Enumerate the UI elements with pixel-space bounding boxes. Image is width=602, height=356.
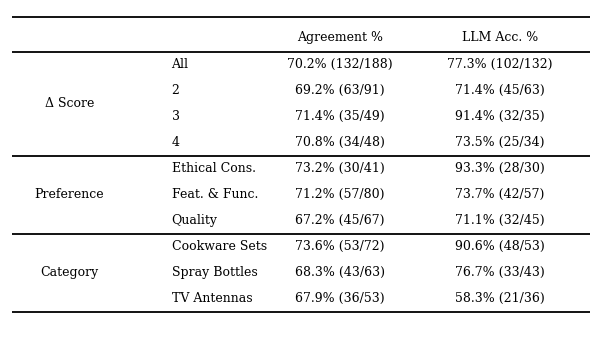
Text: 70.8% (34/48): 70.8% (34/48) — [295, 136, 385, 149]
Text: 73.7% (42/57): 73.7% (42/57) — [455, 188, 544, 201]
Text: Ethical Cons.: Ethical Cons. — [172, 162, 256, 175]
Text: Category: Category — [40, 266, 98, 279]
Text: 69.2% (63/91): 69.2% (63/91) — [296, 84, 385, 97]
Text: Quality: Quality — [172, 214, 217, 227]
Text: 73.2% (30/41): 73.2% (30/41) — [295, 162, 385, 175]
Text: 71.4% (35/49): 71.4% (35/49) — [296, 110, 385, 123]
Text: 71.2% (57/80): 71.2% (57/80) — [296, 188, 385, 201]
Text: TV Antennas: TV Antennas — [172, 292, 252, 305]
Text: 76.7% (33/43): 76.7% (33/43) — [455, 266, 545, 279]
Text: 77.3% (102/132): 77.3% (102/132) — [447, 58, 553, 71]
Text: 70.2% (132/188): 70.2% (132/188) — [287, 58, 393, 71]
Text: 58.3% (21/36): 58.3% (21/36) — [455, 292, 545, 305]
Text: Spray Bottles: Spray Bottles — [172, 266, 257, 279]
Text: 4: 4 — [172, 136, 179, 149]
Text: 71.1% (32/45): 71.1% (32/45) — [455, 214, 544, 227]
Text: 67.2% (45/67): 67.2% (45/67) — [296, 214, 385, 227]
Text: 2: 2 — [172, 84, 179, 97]
Text: 90.6% (48/53): 90.6% (48/53) — [455, 240, 545, 253]
Text: 93.3% (28/30): 93.3% (28/30) — [455, 162, 545, 175]
Text: 3: 3 — [172, 110, 179, 123]
Text: Preference: Preference — [34, 188, 104, 201]
Text: All: All — [172, 58, 188, 71]
Text: 73.6% (53/72): 73.6% (53/72) — [296, 240, 385, 253]
Text: Δ Score: Δ Score — [45, 97, 94, 110]
Text: 73.5% (25/34): 73.5% (25/34) — [455, 136, 544, 149]
Text: 71.4% (45/63): 71.4% (45/63) — [455, 84, 545, 97]
Text: Agreement %: Agreement % — [297, 31, 383, 44]
Text: 91.4% (32/35): 91.4% (32/35) — [455, 110, 544, 123]
Text: 67.9% (36/53): 67.9% (36/53) — [296, 292, 385, 305]
Text: LLM Acc. %: LLM Acc. % — [462, 31, 538, 44]
Text: Cookware Sets: Cookware Sets — [172, 240, 267, 253]
Text: Feat. & Func.: Feat. & Func. — [172, 188, 258, 201]
Text: 68.3% (43/63): 68.3% (43/63) — [295, 266, 385, 279]
